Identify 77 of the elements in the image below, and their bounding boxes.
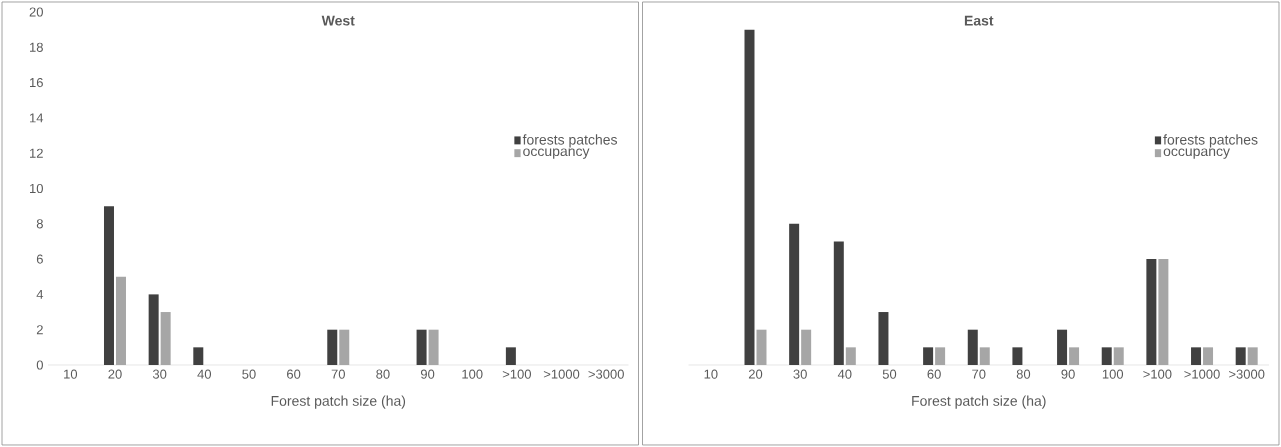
bar: [1012, 347, 1023, 365]
bar: [923, 347, 934, 365]
bar: [1158, 259, 1169, 365]
bar: [1113, 347, 1124, 365]
bar: [1069, 347, 1080, 365]
bar: [428, 329, 439, 365]
x-tick-label: 70: [331, 369, 345, 379]
bar: [339, 329, 350, 365]
y-tick-label: 18: [30, 42, 43, 52]
bar: [115, 276, 126, 365]
y-tick-label: 4: [36, 289, 44, 299]
legend-label: occupancy: [1163, 148, 1230, 159]
x-tick-label: 90: [1061, 369, 1075, 379]
bar: [845, 347, 856, 365]
y-tick-label: 6: [36, 254, 43, 264]
x-tick-label: >3000: [588, 369, 624, 379]
x-tick-label: >100: [502, 369, 531, 379]
bar: [1247, 347, 1258, 365]
bar: [505, 347, 516, 365]
x-tick-label: 70: [972, 369, 986, 379]
y-tick-label: 20: [29, 7, 43, 17]
x-tick-label: >100: [1143, 369, 1172, 379]
x-tick-label: 100: [462, 369, 483, 379]
x-tick-label: >1000: [1184, 369, 1220, 379]
x-tick-label: 50: [242, 369, 256, 379]
x-tick-label: 30: [152, 369, 167, 379]
bar: [935, 347, 946, 365]
y-tick-label: 0: [36, 360, 43, 370]
x-axis-title: Forest patch size (ha): [271, 395, 406, 409]
legend-label: forests patches: [1163, 134, 1258, 148]
chart-title: East: [964, 15, 994, 26]
legend-label: forests patches: [522, 134, 618, 148]
bar: [878, 312, 889, 365]
bar: [1101, 347, 1112, 365]
x-tick-label: 10: [704, 369, 718, 379]
y-tick-label: 8: [36, 219, 43, 229]
y-tick-label: 10: [30, 183, 43, 194]
x-tick-label: 40: [837, 369, 852, 379]
x-tick-label: 60: [287, 369, 301, 379]
x-tick-label: 90: [420, 369, 435, 379]
bar: [789, 223, 800, 365]
x-tick-label: 50: [882, 369, 897, 379]
bar: [148, 294, 159, 365]
bar: [416, 329, 427, 365]
x-tick-label: 60: [927, 369, 941, 379]
bar: [1203, 347, 1214, 365]
x-tick-label: >3000: [1229, 369, 1265, 379]
x-tick-label: 40: [197, 369, 212, 379]
bar: [833, 241, 844, 365]
x-tick-label: >1000: [543, 369, 580, 379]
x-axis-title: Forest patch size (ha): [912, 395, 1046, 409]
bar: [1191, 347, 1202, 365]
legend-label: occupancy: [523, 148, 590, 159]
bar: [327, 329, 338, 365]
bar: [756, 329, 767, 365]
chart-title: West: [321, 15, 355, 26]
x-tick-label: 80: [1016, 369, 1031, 379]
x-tick-label: 80: [376, 369, 390, 379]
bar: [103, 206, 114, 365]
bar: [160, 312, 171, 365]
x-tick-label: 10: [64, 369, 78, 379]
bar: [1057, 329, 1068, 365]
y-tick-label: 12: [30, 148, 43, 158]
x-tick-label: 30: [793, 369, 807, 379]
bar: [744, 29, 755, 365]
x-tick-label: 100: [1102, 369, 1124, 379]
y-tick-label: 2: [36, 325, 43, 335]
bar: [193, 347, 204, 365]
bar: [979, 347, 990, 365]
bar: [967, 329, 978, 365]
y-tick-label: 14: [30, 113, 44, 123]
bar: [1146, 259, 1157, 365]
x-tick-label: 20: [108, 369, 122, 379]
x-tick-label: 20: [748, 369, 763, 379]
bar: [801, 329, 812, 365]
bar: [1235, 347, 1246, 365]
y-tick-label: 16: [30, 77, 43, 88]
